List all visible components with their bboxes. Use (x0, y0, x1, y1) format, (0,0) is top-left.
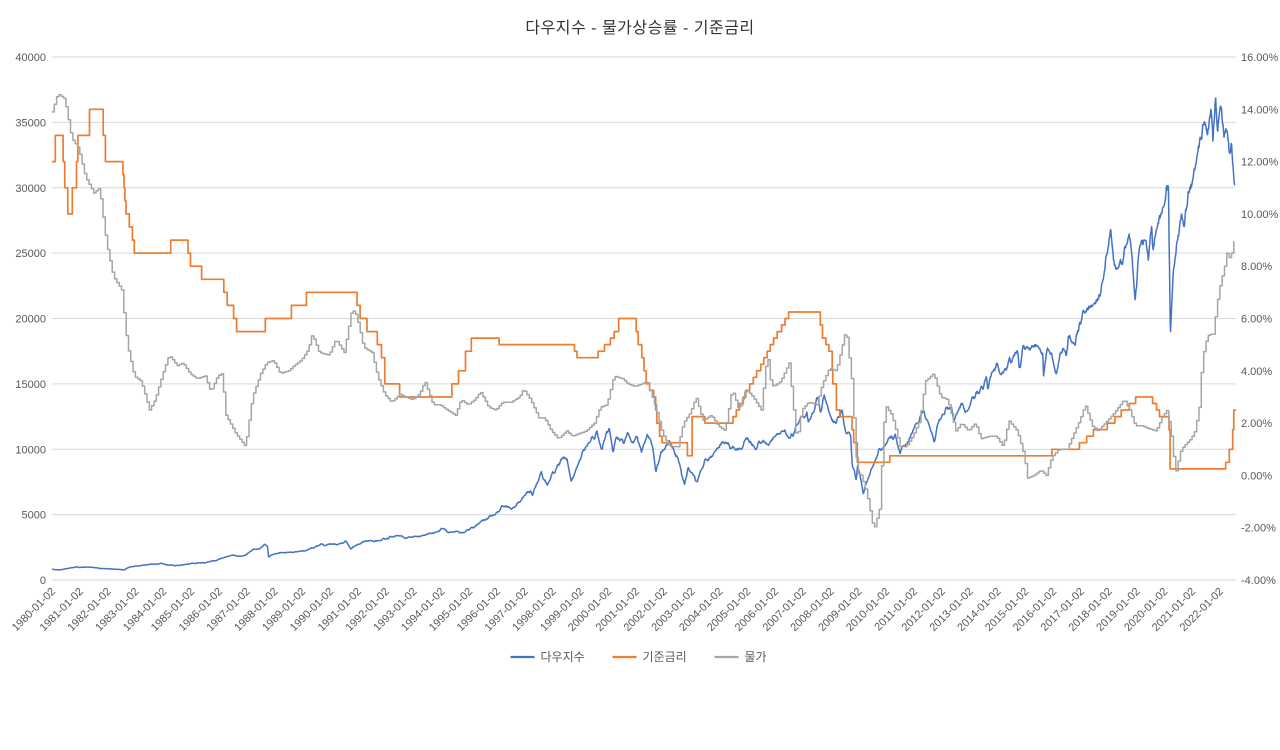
series-line-cpi (52, 93, 1235, 528)
y-left-tick-label: 0 (40, 575, 46, 587)
chart-title: 다우지수 - 물가상승률 - 기준금리 (525, 20, 755, 37)
y-right-tick-label: 10.00% (1241, 209, 1279, 221)
legend-label-cpi: 물가 (745, 650, 767, 664)
y-left-tick-label: 20000 (15, 314, 46, 326)
legend-label-base-rate: 기준금리 (643, 650, 687, 664)
y-left-tick-label: 30000 (15, 183, 46, 195)
legend-item-dow: 다우지수 (510, 650, 585, 664)
legend-label-dow: 다우지수 (541, 650, 585, 664)
y-left-tick-label: 25000 (15, 248, 46, 260)
y-right-tick-label: 8.00% (1241, 261, 1272, 273)
y-left-tick-label: 10000 (15, 444, 46, 456)
y-left-tick-label: 15000 (15, 379, 46, 391)
y-right-tick-label: 14.00% (1241, 104, 1279, 116)
y-right-tick-label: 4.00% (1241, 366, 1272, 378)
legend-item-cpi: 물가 (714, 650, 767, 664)
series-line-dow (51, 97, 1236, 571)
y-left-tick-label: 5000 (22, 510, 46, 522)
y-right-tick-label: -2.00% (1241, 523, 1276, 535)
y-left-tick-label: 35000 (15, 117, 46, 129)
y-right-tick-label: 16.00% (1241, 52, 1279, 64)
y-right-tick-label: 12.00% (1241, 157, 1279, 169)
y-right-tick-label: 0.00% (1241, 470, 1272, 482)
y-left-tick-label: 40000 (15, 52, 46, 64)
series-line-base-rate (52, 108, 1236, 470)
legend-item-base-rate: 기준금리 (612, 650, 687, 664)
y-right-tick-label: 6.00% (1241, 314, 1272, 326)
y-right-tick-label: -4.00% (1241, 575, 1276, 587)
y-right-tick-label: 2.00% (1241, 418, 1272, 430)
